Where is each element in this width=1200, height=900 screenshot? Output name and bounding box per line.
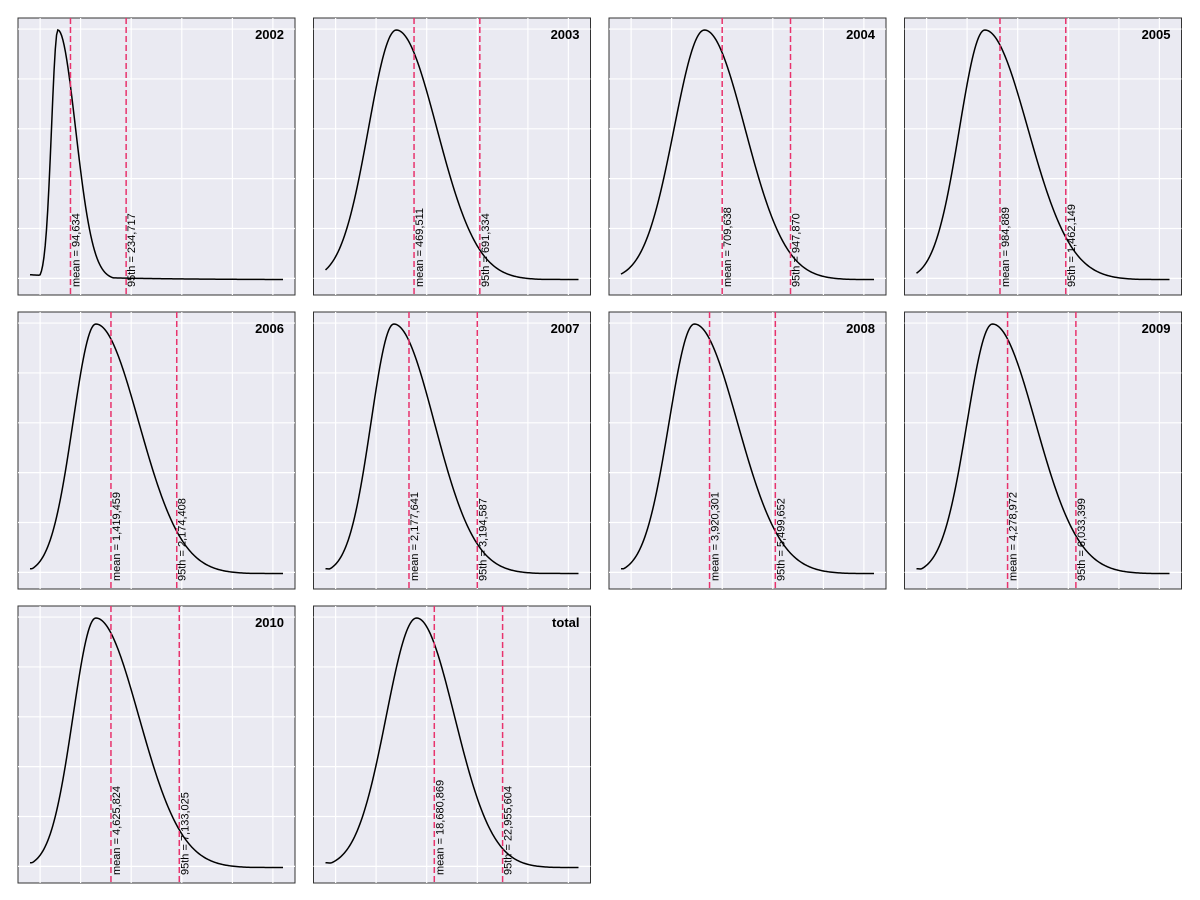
panel-2005: mean = 984,889 95th = 1,462,149 2005 [904, 17, 1182, 296]
mean-label: mean = 94,634 [70, 213, 82, 287]
percentile-95-label: 95th = 2,174,408 [177, 498, 189, 581]
mean-label: mean = 469,511 [414, 208, 426, 287]
panel-2006: mean = 1,419,459 95th = 2,174,408 2006 [17, 311, 296, 590]
percentile-95-label: 95th = 3,194,587 [477, 498, 489, 581]
panel-2010: mean = 4,625,824 95th = 7,133,025 2010 [17, 605, 296, 884]
panel-background [313, 605, 591, 884]
panel-background [313, 311, 591, 590]
mean-label: mean = 4,625,824 [111, 786, 123, 875]
panel-title: 2003 [551, 27, 580, 42]
panel-background [17, 17, 296, 296]
percentile-95-label: 95th = 234,717 [126, 213, 138, 287]
panel-background [313, 17, 591, 296]
panel-2008: mean = 3,920,301 95th = 5,499,652 2008 [608, 311, 887, 590]
mean-label: mean = 984,889 [1000, 207, 1012, 287]
mean-label: mean = 709,638 [722, 207, 734, 287]
panel-title: 2007 [551, 321, 580, 336]
density-curve [620, 29, 875, 281]
panel-title: 2009 [1142, 321, 1171, 336]
percentile-95-label: 95th = 22,955,604 [503, 786, 515, 875]
panel-background [608, 17, 887, 296]
panel-title: total [552, 615, 579, 630]
panel-total: mean = 18,680,869 95th = 22,955,604 total [313, 605, 591, 884]
density-curve [29, 323, 284, 575]
mean-label: mean = 18,680,869 [434, 780, 446, 875]
percentile-95-label: 95th = 6,033,399 [1076, 498, 1088, 581]
mean-label: mean = 2,177,641 [409, 492, 421, 581]
panel-2002: mean = 94,634 95th = 234,717 2002 [17, 17, 296, 296]
percentile-95-label: 95th = 7,133,025 [179, 792, 191, 875]
panel-background [17, 311, 296, 590]
density-curve [29, 28, 284, 281]
mean-label: mean = 4,278,972 [1008, 492, 1020, 581]
percentile-95-label: 95th = 947,870 [791, 213, 803, 287]
percentile-95-label: 95th = 5,499,652 [775, 498, 787, 581]
panel-background [17, 605, 296, 884]
density-curve [916, 29, 1170, 281]
panel-title: 2004 [846, 27, 876, 42]
panel-title: 2006 [255, 321, 284, 336]
density-curve [325, 323, 579, 575]
density-curve [324, 29, 579, 281]
panel-2004: mean = 709,638 95th = 947,870 2004 [608, 17, 887, 296]
panel-background [608, 311, 887, 590]
panel-title: 2010 [255, 615, 284, 630]
panel-background [904, 17, 1182, 296]
percentile-95-label: 95th = 691,334 [480, 213, 492, 287]
panel-2007: mean = 2,177,641 95th = 3,194,587 2007 [313, 311, 591, 590]
density-curve [29, 617, 284, 869]
density-curve [325, 617, 579, 869]
panel-2003: mean = 469,511 95th = 691,334 2003 [313, 17, 591, 296]
panel-title: 2005 [1142, 27, 1171, 42]
percentile-95-label: 95th = 1,462,149 [1066, 204, 1078, 287]
mean-label: mean = 3,920,301 [710, 492, 722, 581]
density-curve [620, 323, 875, 575]
density-curve [916, 323, 1170, 575]
mean-label: mean = 1,419,459 [111, 492, 123, 581]
panel-2009: mean = 4,278,972 95th = 6,033,399 2009 [904, 311, 1182, 590]
panel-title: 2002 [255, 27, 284, 42]
panel-title: 2008 [846, 321, 875, 336]
